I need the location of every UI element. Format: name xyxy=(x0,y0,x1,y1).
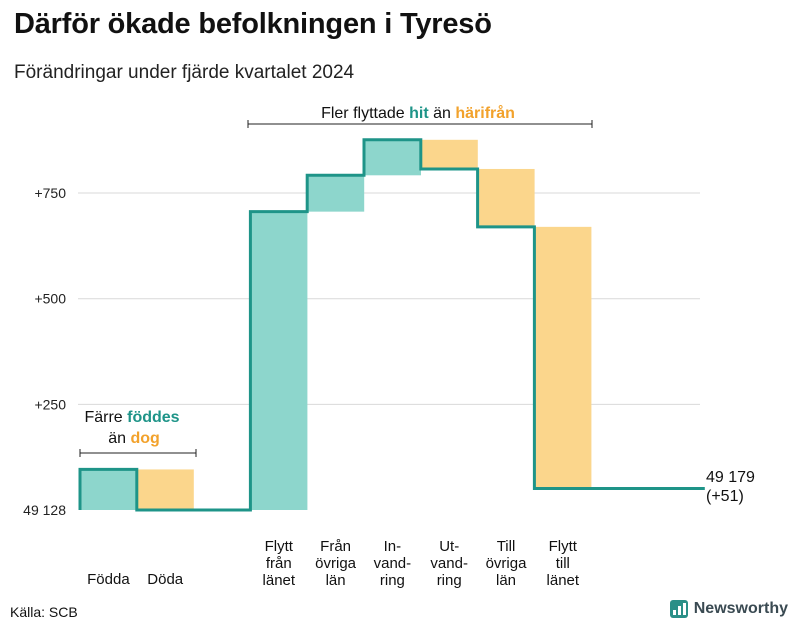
annotation-migration-text: Fler flyttade hit än härifrån xyxy=(321,104,515,122)
y-axis-ticks: 49 128 +250 +500 +750 xyxy=(23,185,66,518)
end-change-label: (+51) xyxy=(706,488,744,505)
bar-outflow xyxy=(421,139,478,169)
bar-inflow xyxy=(251,211,308,510)
category-label: In-vand-ring xyxy=(374,538,412,589)
annotation-births-deaths: Färre föddes än dog xyxy=(79,409,197,457)
bar-chart-icon xyxy=(669,600,688,618)
bar-inflow xyxy=(81,469,137,510)
bar-outflow xyxy=(535,226,592,489)
source-note: Källa: SCB xyxy=(10,604,78,620)
gridlines xyxy=(78,192,700,405)
y-tick-label: 49 128 xyxy=(23,502,66,518)
category-label: Ut-vand-ring xyxy=(430,538,468,589)
annotation-births-line2: än dog xyxy=(108,430,160,447)
y-tick-label: +750 xyxy=(34,185,66,201)
category-label: Döda xyxy=(147,571,184,588)
bar-inflow xyxy=(308,175,365,212)
bars xyxy=(81,139,592,510)
category-label: Flytt från länet xyxy=(263,538,296,589)
bar-inflow xyxy=(365,139,421,176)
brand-logo: Newsworthy xyxy=(669,600,788,618)
chart-title: Därför ökade befolkningen i Tyresö xyxy=(14,8,492,40)
running-total-line xyxy=(78,138,705,512)
brand-name: Newsworthy xyxy=(693,600,788,617)
step-line-group xyxy=(78,138,705,512)
y-tick-label: +250 xyxy=(34,396,66,412)
bar-outflow xyxy=(137,469,194,510)
y-tick-label: +500 xyxy=(34,291,66,307)
category-label: Till övriga län xyxy=(486,538,528,589)
annotation-migration: Fler flyttade hit än härifrån xyxy=(247,104,593,128)
end-value-label: 49 179 xyxy=(706,469,755,486)
bar-outflow xyxy=(478,168,535,227)
category-labels: Födda Döda Flytt från länet Från övriga län In-v… xyxy=(87,538,580,589)
chart-subtitle: Förändringar under fjärde kvartalet 2024 xyxy=(14,62,355,83)
category-label: Flytt till länet xyxy=(547,538,580,589)
category-label: Från övriga län xyxy=(315,538,357,589)
category-label: Födda xyxy=(87,571,130,588)
annotation-births-line1: Färre föddes xyxy=(84,409,179,426)
